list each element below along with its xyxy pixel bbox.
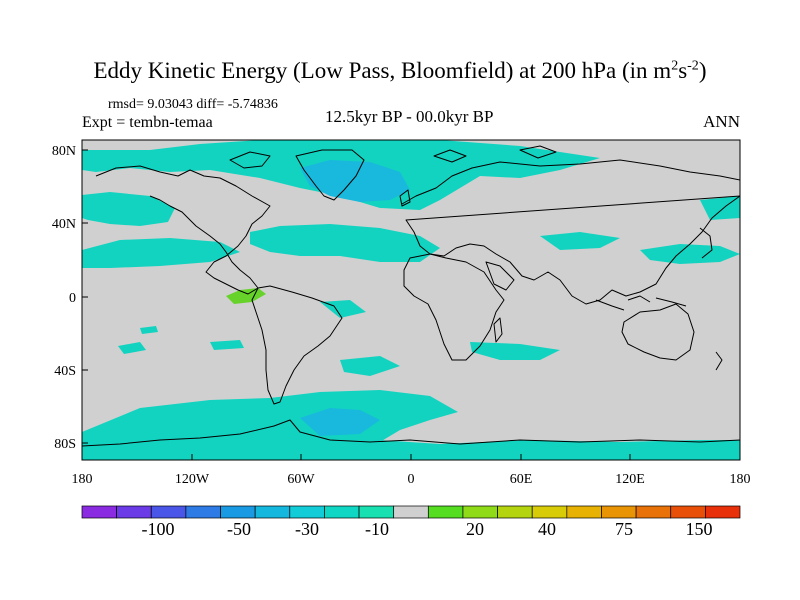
colorbar-swatch [462,505,498,519]
x-tick-label: 60W [287,472,315,487]
anomaly-region-southern-ocean-strong [300,408,380,436]
colorbar-swatch [185,505,221,519]
x-tick-label: 60E [510,472,533,487]
colorbar-label: -30 [295,519,319,539]
colorbar-swatch [220,505,256,519]
colorbar-swatch [116,505,152,519]
x-tick-label: 120W [175,472,210,487]
anomaly-region-north-strong [300,160,410,202]
anomaly-region-north-pacific-east [700,196,740,220]
y-axis-labels: 80N 40N 0 40S 80S [52,144,76,452]
colorbar [81,505,741,519]
colorbar-label: 75 [615,519,633,539]
colorbar-label: 20 [466,519,484,539]
title-text-end: ) [698,58,707,83]
colorbar-swatch [358,505,395,519]
x-tick-label: 180 [730,472,751,487]
colorbar-swatch [601,505,637,519]
colorbar-label: -50 [227,519,251,539]
y-tick-label: 0 [69,291,76,306]
experiment-label: Expt = tembn-temaa [82,114,213,131]
anomaly-fill-layer [82,140,740,460]
anomaly-region-antarctic [82,430,740,460]
coast-north-america [95,165,271,295]
coast-eurasia [401,159,740,305]
coast-japan [699,227,713,259]
colorbar-swatch [254,505,291,519]
coast-uk [399,189,411,207]
coastlines [82,145,740,447]
period-label: 12.5kyr BP - 00.0kyr BP [325,107,494,126]
plot-title: Eddy Kinetic Energy (Low Pass, Bloomfiel… [0,58,800,84]
x-tick-label: 0 [408,472,415,487]
colorbar-swatch [289,505,325,519]
coast-arctic-islands [229,145,557,169]
anomaly-region-sh-small-2 [118,342,146,354]
colorbar-swatch [393,505,429,519]
anomaly-region-sh-indian [470,342,560,360]
anomaly-region-sh-pacific [320,300,366,318]
colorbar-swatch [427,505,464,519]
colorbar-swatch [81,505,117,519]
colorbar-labels: -100 -50 -30 -10 20 40 75 150 [142,519,713,539]
title-text-mid: s [678,58,688,83]
colorbar-label: 40 [538,519,556,539]
colorbar-label: -100 [142,519,175,539]
coast-arabia [485,261,515,291]
coast-africa [403,253,505,361]
coast-nz [715,351,723,371]
coast-antarctica [82,419,740,447]
y-tick-label: 40N [52,217,76,232]
anomaly-region-pacific-30n [82,238,240,268]
coast-greenland [295,149,365,201]
title-sup-2: -2 [687,58,699,74]
anomaly-region-asia-30n [640,244,740,264]
anomaly-region-north-pacific [82,192,175,226]
anomaly-region-sh-small-3 [210,340,244,350]
axis-ticks [81,149,741,460]
colorbar-swatch [670,505,706,519]
x-tick-label: 120E [615,472,645,487]
colorbar-swatch [705,505,741,519]
colorbar-swatch [635,505,672,519]
stats-text: rmsd= 9.03043 diff= -5.74836 [108,97,278,112]
title-sup-1: 2 [671,58,679,74]
colorbar-swatch [150,505,187,519]
y-tick-label: 40S [54,364,76,379]
x-tick-label: 180 [72,472,93,487]
anomaly-region-sh-small-1 [140,326,158,334]
title-text: Eddy Kinetic Energy (Low Pass, Bloomfiel… [93,58,672,83]
colorbar-swatch [531,505,568,519]
season-label: ANN [703,112,740,131]
coast-indonesia [595,295,687,311]
map-panel: 80N 40N 0 40S 80S 180 120W 60W 0 60E 120… [52,139,751,487]
anomaly-region-atlantic-40n [250,224,440,262]
colorbar-label: -10 [365,519,389,539]
y-tick-label: 80N [52,144,76,159]
colorbar-swatch [566,505,602,519]
anomaly-region-asia-40n [540,232,620,250]
colorbar-swatch [497,505,533,519]
y-tick-label: 80S [54,437,76,452]
colorbar-swatch [324,505,360,519]
x-axis-labels: 180 120W 60W 0 60E 120E 180 [72,472,751,487]
coast-madagascar [493,317,503,343]
colorbar-label: 150 [686,519,713,539]
coast-south-america [251,285,343,405]
anomaly-region-sh-atlantic [340,356,400,376]
coast-australia [621,303,695,361]
